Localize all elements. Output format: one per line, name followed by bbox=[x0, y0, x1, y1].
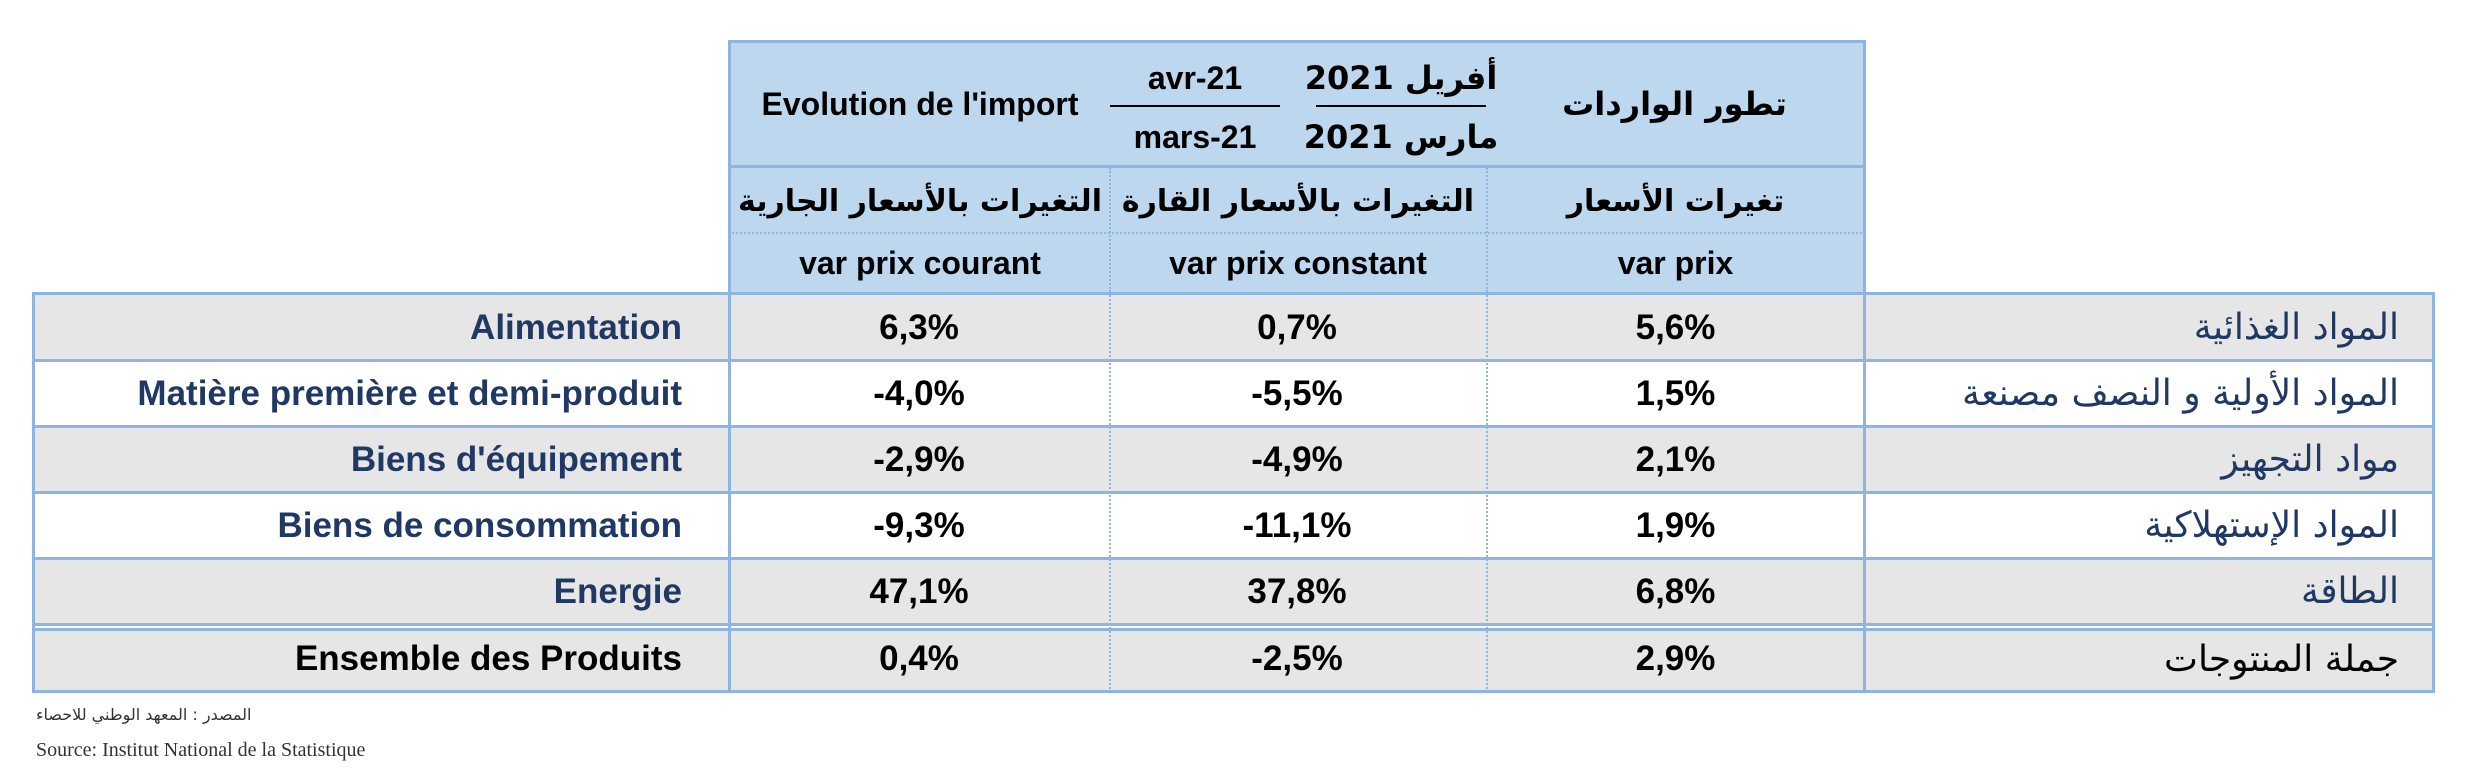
row-label-fr: Matière première et demi-produit bbox=[137, 373, 682, 413]
total-value-courant: 0,4% bbox=[879, 639, 959, 678]
row-border bbox=[32, 425, 2435, 428]
row-border bbox=[32, 491, 2435, 494]
value-block-right-border bbox=[1863, 40, 1866, 693]
row-value-courant: -2,9% bbox=[873, 439, 965, 479]
value-block-left-border bbox=[728, 40, 731, 693]
col-courant-label-ar: التغيرات بالأسعار الجارية bbox=[738, 183, 1102, 219]
table-header-title-band bbox=[728, 40, 1866, 168]
row-value-prix: 2,1% bbox=[1635, 439, 1716, 479]
row-value-courant: -4,0% bbox=[873, 373, 965, 413]
row-value-prix: 1,9% bbox=[1635, 505, 1716, 545]
header-period-fr-bottom: mars-21 bbox=[1133, 118, 1257, 155]
header-dotted-divider bbox=[728, 232, 1866, 234]
header-period-ar-fraction-line bbox=[1316, 105, 1486, 107]
row-border bbox=[32, 623, 2435, 626]
source-note-fr: Source: Institut National de la Statisti… bbox=[36, 739, 366, 761]
source-note-ar: المصدر : المعهد الوطني للاحصاء bbox=[36, 705, 252, 724]
header-period-fr-top: avr-21 bbox=[1147, 59, 1243, 96]
row-label-fr: Energie bbox=[553, 571, 682, 611]
table-row: Alimentation 6,3% 0,7% 5,6% المواد الغذا… bbox=[32, 295, 2435, 360]
col-constant-label-ar: التغيرات بالأسعار القارة bbox=[1121, 183, 1475, 219]
row-label-fr: Biens d'équipement bbox=[350, 439, 682, 479]
table-header-column-band bbox=[728, 168, 1866, 292]
row-label-fr: Biens de consommation bbox=[277, 505, 682, 545]
row-value-prix: 1,5% bbox=[1635, 373, 1716, 413]
row-value-courant: 6,3% bbox=[879, 307, 959, 347]
col-constant-label-fr: var prix constant bbox=[1169, 244, 1427, 281]
header-period-ar-bottom: مارس 2021 bbox=[1303, 118, 1499, 156]
header-title-fr: Evolution de l'import bbox=[761, 85, 1079, 122]
header-period-fr-fraction-line bbox=[1110, 105, 1280, 107]
col-prix-label-ar: تغيرات الأسعار bbox=[1566, 183, 1785, 219]
total-label-ar: جملة المنتوجات bbox=[2164, 638, 2399, 680]
row-label-ar: المواد الغذائية bbox=[2193, 307, 2399, 348]
total-label-fr: Ensemble des Produits bbox=[294, 639, 682, 678]
total-value-prix: 2,9% bbox=[1635, 639, 1716, 678]
row-value-constant: 37,8% bbox=[1247, 571, 1347, 611]
row-value-constant: -4,9% bbox=[1251, 439, 1343, 479]
row-value-prix: 5,6% bbox=[1635, 307, 1716, 347]
table-row: Biens de consommation -9,3% -11,1% 1,9% … bbox=[32, 493, 2435, 558]
row-value-courant: 47,1% bbox=[869, 571, 969, 611]
row-value-constant: -5,5% bbox=[1251, 373, 1343, 413]
col-courant-label-fr: var prix courant bbox=[799, 244, 1041, 281]
row-border bbox=[32, 628, 2435, 631]
row-value-courant: -9,3% bbox=[873, 505, 965, 545]
row-border bbox=[32, 690, 2435, 693]
header-title-ar: تطور الواردات bbox=[1562, 85, 1787, 123]
row-value-constant: 0,7% bbox=[1257, 307, 1337, 347]
row-value-constant: -11,1% bbox=[1242, 505, 1352, 545]
row-label-ar: المواد الإستهلاكية bbox=[2144, 505, 2399, 546]
row-border bbox=[32, 292, 2435, 295]
total-value-constant: -2,5% bbox=[1251, 639, 1343, 678]
header-col-divider bbox=[1109, 168, 1111, 292]
header-period-ar-top: أفريل 2021 bbox=[1304, 59, 1498, 97]
body-col-divider bbox=[1109, 292, 1111, 693]
table-row: Biens d'équipement -2,9% -4,9% 2,1% مواد… bbox=[32, 427, 2435, 492]
table-row: Energie 47,1% 37,8% 6,8% الطاقة bbox=[32, 559, 2435, 624]
table-left-border bbox=[32, 292, 35, 693]
row-border bbox=[32, 557, 2435, 560]
header-col-divider bbox=[1486, 168, 1488, 292]
body-col-divider bbox=[1486, 292, 1488, 693]
row-label-fr: Alimentation bbox=[470, 307, 682, 347]
table-row: Matière première et demi-produit -4,0% -… bbox=[32, 361, 2435, 426]
table-total-row: Ensemble des Produits 0,4% -2,5% 2,9% جم… bbox=[32, 628, 2435, 690]
row-label-ar: مواد التجهيز bbox=[2221, 439, 2399, 480]
row-label-ar: الطاقة bbox=[2301, 571, 2399, 612]
row-value-prix: 6,8% bbox=[1635, 571, 1716, 611]
row-label-ar: المواد الأولية و النصف مصنعة bbox=[1962, 373, 2399, 414]
col-prix-label-fr: var prix bbox=[1617, 244, 1734, 281]
row-border bbox=[32, 359, 2435, 362]
table-right-border bbox=[2432, 292, 2435, 693]
